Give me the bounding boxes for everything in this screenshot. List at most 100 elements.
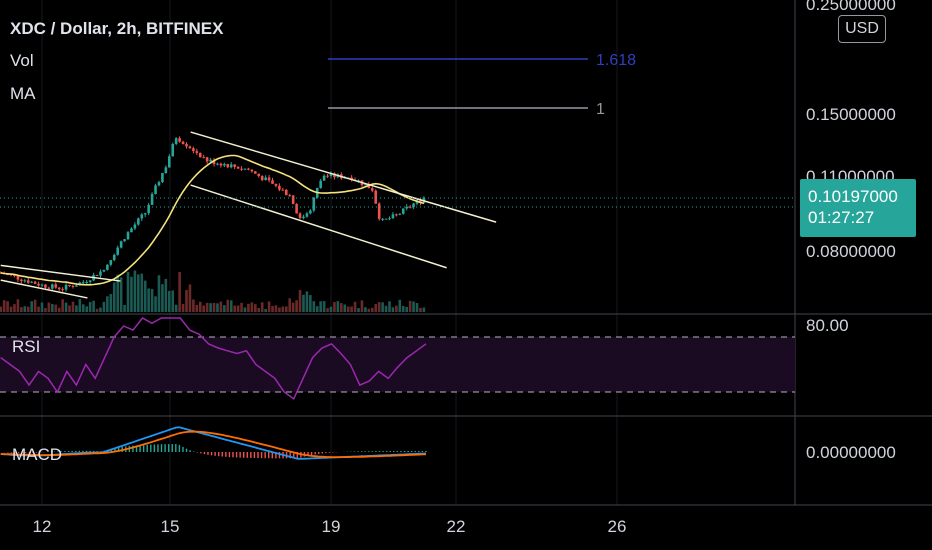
candle-body bbox=[26, 280, 30, 283]
time-tick-26: 26 bbox=[608, 517, 627, 536]
volume-bar bbox=[95, 308, 99, 312]
candle-body bbox=[271, 180, 274, 184]
signal-line[interactable] bbox=[0, 430, 427, 458]
candle-body bbox=[236, 166, 240, 169]
volume-bar bbox=[47, 302, 51, 312]
moving-average-line[interactable] bbox=[0, 154, 425, 286]
volume-bar bbox=[298, 290, 302, 312]
volume-bar bbox=[384, 305, 388, 312]
volume-bar bbox=[364, 307, 367, 312]
candle-body bbox=[412, 203, 415, 208]
time-tick-12: 12 bbox=[33, 517, 52, 536]
volume-bar bbox=[401, 305, 405, 312]
candle-body bbox=[298, 213, 302, 219]
ma-indicator-label[interactable]: MA bbox=[10, 84, 36, 103]
trendlines[interactable] bbox=[0, 131, 497, 299]
candle-body bbox=[171, 143, 175, 157]
volume-bar bbox=[422, 307, 426, 312]
volume-bar bbox=[13, 304, 16, 312]
candle-body bbox=[164, 167, 168, 173]
time-tick-22: 22 bbox=[447, 517, 466, 536]
volume-bar bbox=[123, 304, 126, 312]
volume-bar bbox=[226, 299, 230, 312]
last-price-tag: 0.10197000 01:27:27 bbox=[800, 179, 916, 237]
volume-bar bbox=[71, 301, 75, 312]
price-tick-008: 0.08000000 bbox=[806, 242, 896, 261]
candle-body bbox=[102, 269, 106, 272]
candle-body bbox=[254, 171, 257, 174]
candle-body bbox=[202, 157, 206, 159]
volume-bar bbox=[92, 300, 95, 312]
volume-bar bbox=[274, 305, 278, 312]
volume-bar bbox=[192, 299, 195, 312]
volume-bar bbox=[395, 305, 398, 312]
candle-body bbox=[192, 148, 195, 152]
candle-body bbox=[71, 285, 75, 287]
volume-bar bbox=[40, 302, 44, 312]
volume-bar bbox=[130, 276, 133, 312]
volume-bar bbox=[106, 296, 109, 312]
grid-lines bbox=[41, 0, 618, 505]
candle-body bbox=[88, 280, 92, 282]
volume-bar bbox=[350, 306, 353, 312]
volume-bar bbox=[140, 273, 144, 312]
volume-bar bbox=[198, 301, 202, 312]
currency-unit-button[interactable]: USD bbox=[838, 15, 886, 43]
volume-bar bbox=[357, 308, 360, 312]
volume-bar bbox=[133, 270, 137, 312]
candle-body bbox=[391, 214, 395, 219]
rsi-band bbox=[0, 337, 795, 392]
symbol-title[interactable]: XDC / Dollar, 2h, BITFINEX bbox=[10, 19, 224, 38]
volume-bar bbox=[37, 306, 40, 312]
candle-body bbox=[243, 168, 247, 170]
candle-body bbox=[212, 159, 216, 164]
volume-bar bbox=[305, 291, 309, 312]
volume-bar bbox=[319, 301, 322, 312]
time-tick-19: 19 bbox=[322, 517, 341, 536]
volume-bar bbox=[109, 294, 113, 312]
candle-body bbox=[384, 218, 388, 220]
candle-body bbox=[54, 284, 58, 288]
candle-body bbox=[226, 164, 230, 168]
volume-bar bbox=[9, 306, 13, 312]
candle-body bbox=[309, 210, 312, 214]
volume-bar bbox=[329, 306, 333, 312]
volume-bar bbox=[20, 307, 23, 312]
candle-body bbox=[6, 274, 9, 276]
volume-bar bbox=[119, 277, 123, 312]
candle-body bbox=[388, 218, 391, 220]
volume-bar bbox=[116, 274, 119, 312]
price-candles bbox=[0, 136, 426, 292]
time-tick-15: 15 bbox=[161, 517, 180, 536]
candle-body bbox=[329, 173, 333, 176]
fib-1-label: 1 bbox=[596, 101, 605, 118]
candle-body bbox=[44, 284, 47, 288]
volume-bar bbox=[185, 289, 188, 312]
candle-body bbox=[181, 141, 185, 144]
volume-bar bbox=[264, 308, 267, 312]
candle-body bbox=[154, 185, 157, 194]
volume-bar bbox=[291, 302, 295, 312]
volume-bar bbox=[408, 300, 412, 312]
volume-bar bbox=[164, 278, 168, 312]
candle-body bbox=[123, 239, 126, 242]
volume-bar bbox=[6, 301, 9, 312]
candle-body bbox=[126, 232, 130, 240]
candle-body bbox=[178, 138, 181, 142]
volume-bar bbox=[78, 299, 82, 312]
candle-body bbox=[209, 159, 212, 162]
volume-bar bbox=[23, 306, 27, 312]
candle-body bbox=[143, 213, 147, 215]
candle-body bbox=[133, 224, 137, 229]
candle-body bbox=[284, 189, 288, 196]
volume-indicator-label[interactable]: Vol bbox=[10, 51, 34, 70]
volume-bar bbox=[353, 301, 357, 312]
candle-body bbox=[140, 214, 144, 219]
candle-body bbox=[137, 218, 140, 225]
volume-bar bbox=[154, 296, 157, 312]
candle-body bbox=[398, 213, 402, 215]
rsi-line[interactable] bbox=[0, 317, 427, 401]
candle-body bbox=[81, 282, 85, 284]
rsi-tick-80: 80.00 bbox=[806, 316, 849, 335]
